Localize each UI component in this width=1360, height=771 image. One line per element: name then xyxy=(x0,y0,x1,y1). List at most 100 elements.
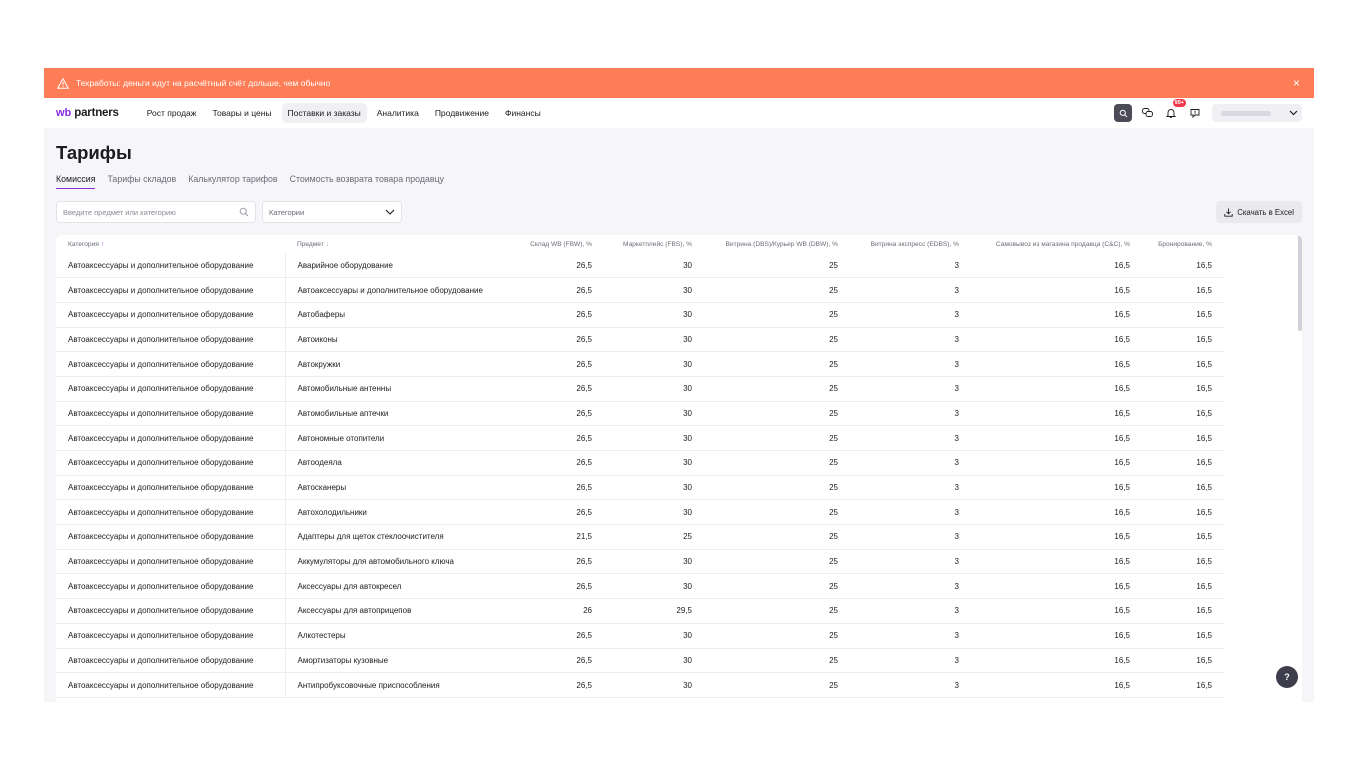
table-cell: 25 xyxy=(704,475,850,501)
table-cell: Автоаксессуары и дополнительное оборудов… xyxy=(56,524,286,550)
nav-item[interactable]: Поставки и заказы xyxy=(281,103,367,123)
tabs: Комиссия Тарифы складов Калькулятор тарифо… xyxy=(56,174,1302,189)
table-cell: 16,5 xyxy=(1142,573,1224,600)
table-cell: 25 xyxy=(704,623,850,649)
nav-item[interactable]: Рост продаж xyxy=(146,108,197,118)
table-cell: 16,5 xyxy=(1142,376,1224,402)
help-button[interactable]: ? xyxy=(1276,666,1298,688)
main-content: Тарифы Комиссия Тарифы складов Калькулятор… xyxy=(44,142,1314,702)
table-cell: Автоаксессуары и дополнительное оборудов… xyxy=(56,376,286,402)
table-row: Автоаксессуары и дополнительное оборудов… xyxy=(56,351,1224,377)
download-excel-button[interactable]: Скачать в Excel xyxy=(1216,201,1302,223)
account-name-redacted xyxy=(1221,110,1271,116)
feedback-button[interactable] xyxy=(1186,104,1204,122)
table-cell: 3 xyxy=(850,376,971,402)
table-cell: 3 xyxy=(850,524,971,550)
table-cell: 16,5 xyxy=(1142,351,1224,377)
table-cell: 3 xyxy=(850,623,971,649)
table-cell: 25 xyxy=(704,277,850,303)
tab[interactable]: Тарифы складов xyxy=(107,174,177,184)
table-cell: Автоаксессуары и дополнительное оборудов… xyxy=(56,302,286,328)
table-row: Автоаксессуары и дополнительное оборудов… xyxy=(56,425,1224,451)
table-cell: 26,5 xyxy=(515,277,604,303)
table-cell: Автоаксессуары и дополнительное оборудов… xyxy=(56,648,286,674)
sort-asc-icon[interactable]: ↑ xyxy=(100,240,105,248)
column-header[interactable]: Бронирование, % xyxy=(1142,235,1224,253)
table-row: Автоаксессуары и дополнительное оборудов… xyxy=(56,499,1224,526)
tab[interactable]: Калькулятор тарифов xyxy=(188,174,278,184)
nav-item[interactable]: Продвижение xyxy=(434,108,489,118)
search-box xyxy=(56,201,256,223)
table-cell: 16,5 xyxy=(971,549,1142,575)
table-cell: 3 xyxy=(850,648,971,674)
table-cell: Антипробуксовочные приспособления xyxy=(285,672,515,698)
banner-text: Техработы: деньги идут на расчётный счёт… xyxy=(76,78,331,88)
table-cell: 3 xyxy=(850,549,971,575)
table-cell: 30 xyxy=(604,573,704,600)
column-header[interactable]: Склад WB (FBW), % xyxy=(515,235,604,253)
table-cell: 26,5 xyxy=(515,672,604,698)
table-row: Автоаксессуары и дополнительное оборудов… xyxy=(56,475,1224,501)
column-header[interactable]: Самовывоз из магазина продавца (C&C), % xyxy=(971,235,1142,253)
table-row: Автоаксессуары и дополнительное оборудов… xyxy=(56,327,1224,353)
table-cell: 16,5 xyxy=(971,401,1142,427)
scrollbar[interactable] xyxy=(1298,235,1302,331)
category-select[interactable]: Категории xyxy=(262,201,402,223)
table-cell: 16,5 xyxy=(971,573,1142,600)
column-header-label: Склад WB (FBW), % xyxy=(530,240,592,248)
column-header-label: Витрина (DBS)/Курьер WB (DBW), % xyxy=(725,240,838,248)
column-header[interactable]: Витрина (DBS)/Курьер WB (DBW), % xyxy=(704,235,850,253)
column-header[interactable]: Предмет ↓ xyxy=(285,235,515,253)
table-cell: Автобаферы xyxy=(285,302,515,328)
table-cell: 21,5 xyxy=(515,524,604,550)
column-header[interactable]: Маркетплейс (FBS), % xyxy=(604,235,704,253)
table-cell: Аккумуляторы для автомобильного ключа xyxy=(285,549,515,575)
close-icon[interactable]: × xyxy=(1292,76,1300,90)
table-cell: 30 xyxy=(604,623,704,649)
table-cell: 16,5 xyxy=(971,351,1142,377)
table-cell: Автоаксессуары и дополнительное оборудов… xyxy=(56,549,286,575)
table-cell: Автоаксессуары и дополнительное оборудов… xyxy=(56,623,286,649)
nav-item[interactable]: Товары и цены xyxy=(212,108,272,118)
table-cell: Алкотестеры xyxy=(285,623,515,649)
table-cell: 25 xyxy=(704,376,850,402)
table-cell: 16,5 xyxy=(971,376,1142,402)
table-cell: Автоаксессуары и дополнительное оборудов… xyxy=(56,598,286,624)
search-button[interactable] xyxy=(1114,104,1132,122)
logo[interactable]: wb partners xyxy=(56,107,119,119)
table-cell: 16,5 xyxy=(971,327,1142,353)
table-cell: 26,5 xyxy=(515,648,604,674)
table-cell: 3 xyxy=(850,450,971,476)
search-input[interactable] xyxy=(63,207,239,217)
table-row: Автоаксессуары и дополнительное оборудов… xyxy=(56,648,1224,674)
logo-wb: wb xyxy=(56,107,72,119)
nav-item[interactable]: Аналитика xyxy=(376,108,419,118)
table-cell: Автоаксессуары и дополнительное оборудов… xyxy=(56,573,286,600)
column-header[interactable]: Витрина экспресс (EDBS), % xyxy=(850,235,971,253)
table-cell: 26,5 xyxy=(515,499,604,526)
tab[interactable]: Комиссия xyxy=(56,174,96,189)
table-cell: 30 xyxy=(604,277,704,303)
notifications-button[interactable]: 99+ xyxy=(1162,99,1186,122)
table-cell: 16,5 xyxy=(1142,549,1224,575)
tab[interactable]: Стоимость возврата товара продавцу xyxy=(289,174,445,184)
chevron-down-icon xyxy=(1289,110,1298,116)
table-cell: 30 xyxy=(604,376,704,402)
tariffs-table-container: Категория ↑ Предмет ↓ Склад WB (FBW), % Марке… xyxy=(56,235,1302,702)
table-cell: 26,5 xyxy=(515,351,604,377)
sort-desc-icon[interactable]: ↓ xyxy=(325,240,330,248)
column-header[interactable]: Категория ↑ xyxy=(56,235,285,253)
table-cell: 26,5 xyxy=(515,302,604,328)
chat-button[interactable] xyxy=(1138,104,1156,122)
feedback-icon xyxy=(1190,109,1200,118)
table-cell: 16,5 xyxy=(971,253,1142,279)
nav-item[interactable]: Финансы xyxy=(505,108,541,118)
table-cell: 16,5 xyxy=(971,648,1142,674)
table-cell: Автоиконы xyxy=(285,327,515,353)
app-frame: Техработы: деньги идут на расчётный счёт… xyxy=(44,68,1314,702)
table-cell: Автоаксессуары и дополнительное оборудов… xyxy=(56,351,286,377)
column-header-label: Категория xyxy=(68,240,99,248)
table-cell: 16,5 xyxy=(1142,327,1224,353)
account-switcher[interactable] xyxy=(1212,104,1302,122)
table-cell: 25 xyxy=(704,302,850,328)
